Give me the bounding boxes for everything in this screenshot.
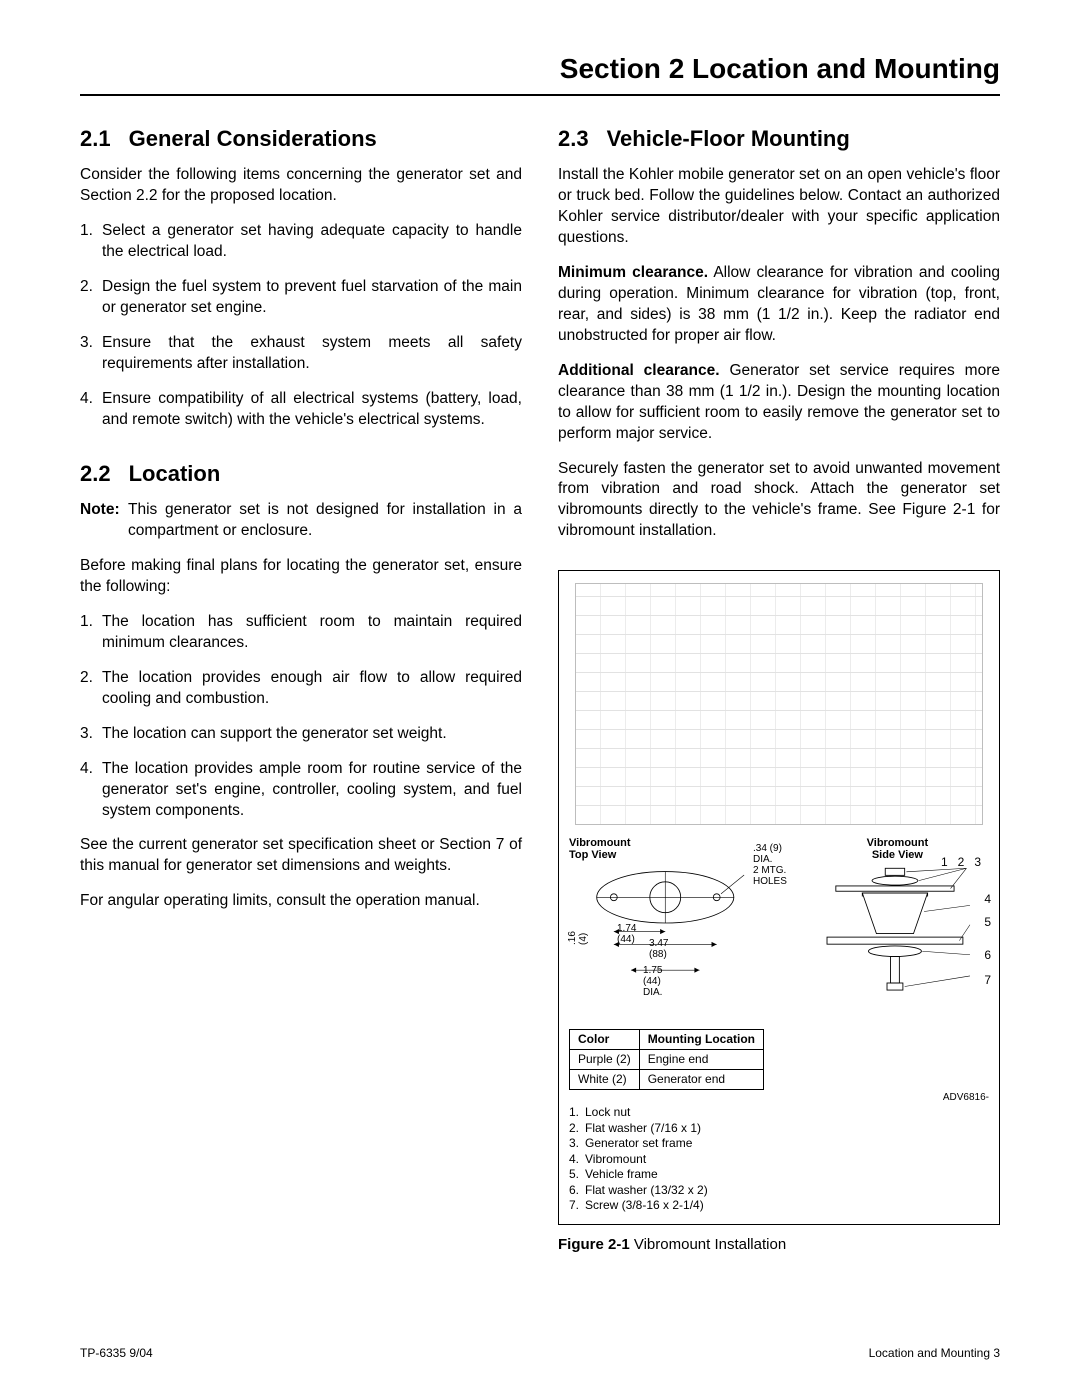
list-item-text: Select a generator set having adequate c… bbox=[102, 222, 522, 260]
table-header: Color bbox=[570, 1030, 640, 1050]
heading-text: Location bbox=[129, 461, 221, 486]
note-row: Note: This generator set is not designed… bbox=[80, 500, 522, 542]
figure-engine-drawing bbox=[569, 579, 989, 829]
para-2-3-2: Minimum clearance. Allow clearance for v… bbox=[558, 263, 1000, 347]
section-2-2: 2.2 Location Note: This generator set is … bbox=[80, 459, 522, 913]
table-header: Mounting Location bbox=[639, 1030, 763, 1050]
right-column: 2.3 Vehicle-Floor Mounting Install the Ko… bbox=[558, 124, 1000, 1256]
list-item: 4.Ensure compatibility of all electrical… bbox=[102, 389, 522, 431]
figure-2-1-box: Vibromount Top View bbox=[558, 570, 1000, 1225]
dia-note: .34 (9) DIA. 2 MTG. HOLES bbox=[753, 843, 796, 887]
color-table: Color Mounting Location Purple (2) Engin… bbox=[569, 1029, 764, 1090]
list-item: 3.The location can support the generator… bbox=[102, 724, 522, 745]
figure-caption: Figure 2-1 Vibromount Installation bbox=[558, 1235, 1000, 1255]
list-item-text: Ensure that the exhaust system meets all… bbox=[102, 334, 522, 372]
heading-num: 2.2 bbox=[80, 461, 111, 486]
list-2-1: 1.Select a generator set having adequate… bbox=[80, 221, 522, 430]
list-item: 1.Select a generator set having adequate… bbox=[102, 221, 522, 263]
callout-6: 6 bbox=[941, 948, 991, 963]
figure-caption-bold: Figure 2-1 bbox=[558, 1236, 630, 1253]
legend-item: 6.Flat washer (13/32 x 2) bbox=[569, 1183, 989, 1199]
figure-vibromount-row: Vibromount Top View bbox=[569, 837, 989, 1017]
list-item: 2.The location provides enough air flow … bbox=[102, 668, 522, 710]
para-2-1-intro: Consider the following items concerning … bbox=[80, 165, 522, 207]
page-title: Section 2 Location and Mounting bbox=[80, 50, 1000, 96]
callout-4: 4 bbox=[941, 892, 991, 907]
heading-num: 2.3 bbox=[558, 126, 589, 151]
list-item-text: Design the fuel system to prevent fuel s… bbox=[102, 278, 522, 316]
legend-item: 2.Flat washer (7/16 x 1) bbox=[569, 1121, 989, 1137]
table-row: Purple (2) Engine end bbox=[570, 1050, 764, 1070]
legend-item: 1.Lock nut bbox=[569, 1105, 989, 1121]
list-item: 4.The location provides ample room for r… bbox=[102, 759, 522, 822]
callout-numbers: 123 4 5 6 7 bbox=[941, 855, 991, 994]
two-column-layout: 2.1 General Considerations Consider the f… bbox=[80, 124, 1000, 1256]
para-2-3-1: Install the Kohler mobile generator set … bbox=[558, 165, 1000, 249]
vibromount-side-view: Vibromount Side View bbox=[806, 837, 989, 1017]
legend-item: 3.Generator set frame bbox=[569, 1136, 989, 1152]
section-2-1: 2.1 General Considerations Consider the f… bbox=[80, 124, 522, 431]
list-item: 1.The location has sufficient room to ma… bbox=[102, 612, 522, 654]
legend-item: 7.Screw (3/8-16 x 2-1/4) bbox=[569, 1198, 989, 1214]
footer-left: TP-6335 9/04 bbox=[80, 1345, 153, 1361]
callout-row-1: 123 bbox=[941, 855, 991, 870]
table-cell: Purple (2) bbox=[570, 1050, 640, 1070]
list-item-text: The location provides ample room for rou… bbox=[102, 760, 522, 819]
callout-7: 7 bbox=[941, 973, 991, 988]
table-cell: Generator end bbox=[639, 1070, 763, 1090]
vibromount-top-view: Vibromount Top View bbox=[569, 837, 796, 987]
legend-item: 5.Vehicle frame bbox=[569, 1167, 989, 1183]
para-2-2-intro: Before making final plans for locating t… bbox=[80, 556, 522, 598]
heading-2-3: 2.3 Vehicle-Floor Mounting bbox=[558, 124, 1000, 154]
list-item: 3.Ensure that the exhaust system meets a… bbox=[102, 333, 522, 375]
list-item: 2.Design the fuel system to prevent fuel… bbox=[102, 277, 522, 319]
callout-5: 5 bbox=[941, 915, 991, 930]
list-2-2: 1.The location has sufficient room to ma… bbox=[80, 612, 522, 821]
engine-drawing-placeholder bbox=[575, 583, 983, 825]
adv-code: ADV6816- bbox=[569, 1092, 989, 1105]
bold-lead: Additional clearance. bbox=[558, 362, 720, 379]
footer-right: Location and Mounting 3 bbox=[869, 1345, 1000, 1361]
dim-4: 1.75 (44) DIA. bbox=[643, 965, 662, 998]
dim-1: 1.74 (44) bbox=[617, 923, 636, 945]
legend-item: 4.Vibromount bbox=[569, 1152, 989, 1168]
heading-num: 2.1 bbox=[80, 126, 111, 151]
bold-lead: Minimum clearance. bbox=[558, 264, 708, 281]
heading-2-1: 2.1 General Considerations bbox=[80, 124, 522, 154]
table-cell: Engine end bbox=[639, 1050, 763, 1070]
dim-2: 3.47 (88) bbox=[649, 938, 668, 960]
note-label: Note: bbox=[80, 500, 128, 542]
table-row: White (2) Generator end bbox=[570, 1070, 764, 1090]
dim-3: .16 (4) bbox=[567, 931, 589, 945]
list-item-text: The location has sufficient room to main… bbox=[102, 613, 522, 651]
list-item-text: The location provides enough air flow to… bbox=[102, 669, 522, 707]
list-item-text: Ensure compatibility of all electrical s… bbox=[102, 390, 522, 428]
left-column: 2.1 General Considerations Consider the f… bbox=[80, 124, 522, 1256]
list-item-text: The location can support the generator s… bbox=[102, 725, 447, 742]
table-cell: White (2) bbox=[570, 1070, 640, 1090]
figure-caption-rest: Vibromount Installation bbox=[630, 1236, 786, 1253]
para-after-list-2: For angular operating limits, consult th… bbox=[80, 891, 522, 912]
section-2-3: 2.3 Vehicle-Floor Mounting Install the Ko… bbox=[558, 124, 1000, 542]
heading-text: General Considerations bbox=[129, 126, 377, 151]
heading-text: Vehicle-Floor Mounting bbox=[607, 126, 850, 151]
heading-2-2: 2.2 Location bbox=[80, 459, 522, 489]
figure-legend: 1.Lock nut 2.Flat washer (7/16 x 1) 3.Ge… bbox=[569, 1105, 989, 1214]
para-2-3-4: Securely fasten the generator set to avo… bbox=[558, 459, 1000, 543]
page-footer: TP-6335 9/04 Location and Mounting 3 bbox=[80, 1345, 1000, 1361]
para-after-list-1: See the current generator set specificat… bbox=[80, 835, 522, 877]
para-2-3-3: Additional clearance. Generator set serv… bbox=[558, 361, 1000, 445]
note-text: This generator set is not designed for i… bbox=[128, 500, 522, 542]
